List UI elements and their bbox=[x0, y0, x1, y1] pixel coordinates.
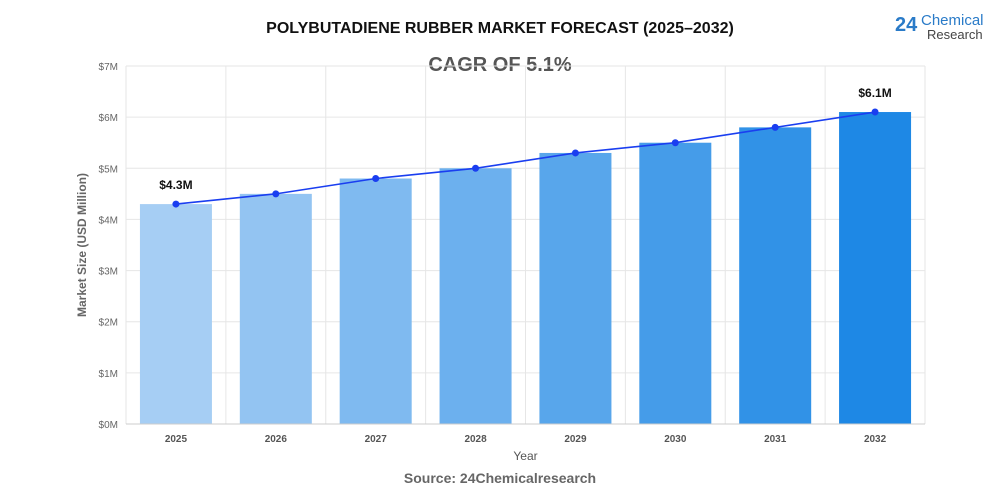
y-tick-label: $0M bbox=[99, 420, 118, 431]
logo-line2: Research bbox=[927, 27, 983, 42]
logo-line1: Chemical bbox=[921, 12, 984, 29]
x-tick-label: 2032 bbox=[864, 434, 887, 445]
y-tick-label: $5M bbox=[99, 164, 118, 175]
x-tick-label: 2030 bbox=[664, 434, 687, 445]
bar-2032 bbox=[839, 112, 912, 425]
bar-2026 bbox=[239, 193, 312, 424]
trend-line bbox=[175, 111, 876, 205]
data-label: $6.1M bbox=[858, 86, 891, 100]
x-tick-label: 2025 bbox=[165, 434, 188, 445]
bar-2025 bbox=[139, 204, 212, 424]
bar-2031 bbox=[739, 127, 812, 424]
x-axis-label: Year bbox=[513, 449, 537, 463]
y-tick-label: $2M bbox=[99, 318, 118, 329]
y-tick-label: $6M bbox=[99, 113, 118, 124]
y-tick-label: $4M bbox=[99, 215, 118, 226]
y-tick-label: $1M bbox=[99, 369, 118, 380]
y-tick-label: $7M bbox=[99, 62, 118, 73]
trend-point-2025 bbox=[172, 200, 180, 208]
bar-2030 bbox=[639, 142, 712, 424]
trend-point-2029 bbox=[571, 149, 579, 157]
trend-point-2032 bbox=[871, 108, 879, 116]
x-tick-label: 2027 bbox=[365, 434, 388, 445]
company-logo: 24 Chemical Research bbox=[895, 10, 995, 42]
trend-point-2027 bbox=[372, 175, 380, 183]
trend-point-2026 bbox=[272, 190, 280, 198]
x-tick-label: 2029 bbox=[564, 434, 587, 445]
x-tick-label: 2031 bbox=[764, 434, 787, 445]
trend-point-2031 bbox=[771, 123, 779, 131]
y-tick-label: $3M bbox=[99, 267, 118, 278]
source-note: Source: 24Chemicalresearch bbox=[403, 470, 597, 486]
y-axis-label: Market Size (USD Million) bbox=[75, 173, 89, 317]
cagr-subtitle: CAGR OF 5.1% bbox=[428, 54, 572, 76]
trend-point-2030 bbox=[671, 139, 679, 147]
bar-2028 bbox=[439, 168, 512, 424]
x-tick-label: 2026 bbox=[265, 434, 288, 445]
x-tick-label: 2028 bbox=[464, 434, 487, 445]
chart-title: POLYBUTADIENE RUBBER MARKET FORECAST (20… bbox=[266, 20, 734, 37]
bar-2027 bbox=[339, 178, 412, 424]
bar-2029 bbox=[539, 152, 612, 424]
logo-number: 24 bbox=[895, 14, 918, 36]
trend-point-2028 bbox=[472, 164, 480, 172]
data-label: $4.3M bbox=[159, 178, 192, 192]
